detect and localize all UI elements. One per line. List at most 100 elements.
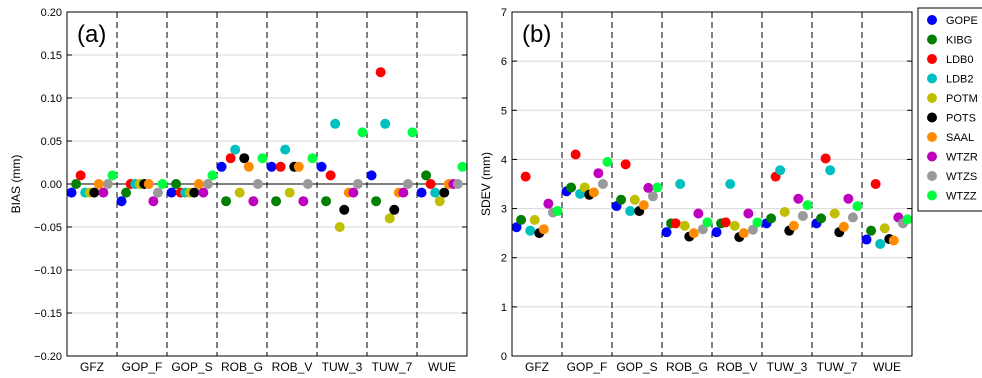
legend: GOPE KIBG LDB0 LDB2 POTM POTS SAAL WTZR WTZS WTZZ bbox=[917, 7, 982, 212]
point-wtzr bbox=[248, 196, 259, 207]
point-wtzs bbox=[597, 179, 608, 189]
y-tick-label: 0.10 bbox=[41, 93, 62, 105]
point-kibg bbox=[371, 196, 382, 207]
x-tick-label: GFZ bbox=[80, 360, 104, 374]
x-tick-label: TUW_3 bbox=[322, 360, 363, 374]
y-tick-label: 7 bbox=[501, 7, 507, 19]
point-wtzr bbox=[593, 168, 604, 179]
y-axis-label: SDEV (mm) bbox=[479, 152, 493, 216]
point-potm bbox=[879, 223, 890, 234]
point-saal bbox=[638, 200, 649, 211]
y-tick-label: 0 bbox=[501, 351, 507, 363]
point-wtzz bbox=[107, 170, 118, 181]
x-tick-label: GOP_F bbox=[122, 360, 163, 374]
y-axis-label: BIAS (mm) bbox=[9, 155, 23, 214]
point-wtzs bbox=[302, 179, 313, 189]
point-wtzs bbox=[352, 179, 363, 189]
point-wtzr bbox=[398, 187, 409, 198]
legend-marker bbox=[927, 171, 937, 181]
point-kibg bbox=[616, 194, 627, 205]
point-wtzz bbox=[602, 156, 613, 167]
point-wtzr bbox=[348, 187, 359, 198]
y-tick-label: 5 bbox=[501, 105, 507, 117]
point-potm bbox=[334, 222, 345, 232]
legend-label: WTZS bbox=[946, 171, 977, 183]
panel-a-bias-chart: −0.20 −0.15 −0.10 −0.05 0.00 0.05 0.10 0.15 0.20… bbox=[9, 7, 468, 374]
legend-marker bbox=[927, 190, 937, 201]
point-potm bbox=[234, 187, 245, 198]
point-ldb2 bbox=[430, 187, 441, 198]
point-wtzz bbox=[852, 201, 863, 212]
y-tick-label: −0.10 bbox=[34, 265, 62, 277]
y-tick-label: −0.05 bbox=[34, 222, 62, 234]
point-wtzs bbox=[747, 224, 758, 235]
plot-frame bbox=[511, 11, 913, 357]
point-wtzr bbox=[98, 187, 109, 198]
point-pots bbox=[439, 187, 450, 198]
point-saal bbox=[738, 228, 749, 239]
point-kibg bbox=[121, 187, 132, 198]
point-wtzs bbox=[847, 212, 858, 223]
point-kibg bbox=[321, 196, 332, 207]
point-ldb0 bbox=[225, 153, 236, 164]
point-potm bbox=[729, 220, 740, 231]
point-wtzz bbox=[802, 200, 813, 211]
y-tick-label: 6 bbox=[501, 56, 507, 68]
point-wtzs bbox=[647, 191, 658, 202]
point-saal bbox=[588, 187, 599, 198]
point-wtzs bbox=[797, 210, 808, 221]
y-tick-label: 2 bbox=[501, 253, 507, 265]
legend-label: LDB0 bbox=[946, 54, 974, 66]
point-wtzz bbox=[307, 153, 318, 164]
point-saal bbox=[243, 161, 254, 172]
x-tick-label: GOP_S bbox=[171, 360, 212, 374]
legend-marker bbox=[927, 15, 937, 25]
point-ldb2 bbox=[330, 118, 341, 129]
point-saal bbox=[888, 235, 899, 246]
point-ldb2 bbox=[825, 165, 836, 176]
legend-label: KIBG bbox=[946, 35, 972, 47]
point-ldb0 bbox=[870, 179, 881, 189]
point-gope bbox=[416, 187, 427, 198]
point-wtzr bbox=[843, 193, 854, 204]
point-kibg bbox=[566, 182, 577, 193]
point-kibg bbox=[766, 213, 777, 224]
point-ldb2 bbox=[625, 206, 636, 217]
point-ldb0 bbox=[275, 161, 286, 172]
point-wtzr bbox=[793, 193, 804, 204]
point-wtzz bbox=[552, 206, 563, 217]
y-tick-label: 3 bbox=[501, 204, 507, 216]
legend-label: LDB2 bbox=[946, 74, 974, 86]
point-wtzz bbox=[752, 217, 763, 228]
point-ldb2 bbox=[525, 225, 536, 236]
point-gope bbox=[316, 161, 327, 172]
point-saal bbox=[293, 161, 304, 172]
point-saal bbox=[193, 179, 204, 189]
x-tick-label: ROB_G bbox=[221, 360, 263, 374]
point-ldb2 bbox=[775, 165, 786, 176]
point-pots bbox=[339, 204, 350, 215]
plot-frame bbox=[66, 11, 468, 357]
legend-marker bbox=[927, 34, 937, 45]
legend-marker bbox=[927, 93, 937, 103]
point-ldb0 bbox=[75, 170, 86, 181]
point-gope bbox=[216, 161, 227, 172]
y-tick-label: −0.20 bbox=[34, 351, 62, 363]
point-gope bbox=[661, 227, 672, 238]
panel-label: (a) bbox=[77, 21, 106, 48]
legend-label: GOPE bbox=[946, 15, 978, 27]
point-saal bbox=[143, 179, 154, 189]
panel-b-sdev-chart: 0 1 2 3 4 5 6 7 GFZ GOP_F GOP_S ROB_G ROB_V TUW_3 TUW_… bbox=[479, 7, 913, 374]
point-kibg bbox=[271, 196, 282, 207]
legend-marker bbox=[927, 112, 937, 123]
y-tick-label: 0.00 bbox=[41, 179, 62, 191]
point-gope bbox=[166, 187, 177, 198]
point-wtzr bbox=[643, 182, 654, 193]
y-tick-label: −0.15 bbox=[34, 308, 62, 320]
point-wtzr bbox=[693, 208, 704, 219]
x-tick-label: TUW_7 bbox=[372, 360, 413, 374]
point-ldb0 bbox=[425, 179, 436, 189]
point-gope bbox=[266, 161, 277, 172]
point-wtzs bbox=[402, 179, 413, 189]
point-wtzr bbox=[148, 196, 159, 207]
